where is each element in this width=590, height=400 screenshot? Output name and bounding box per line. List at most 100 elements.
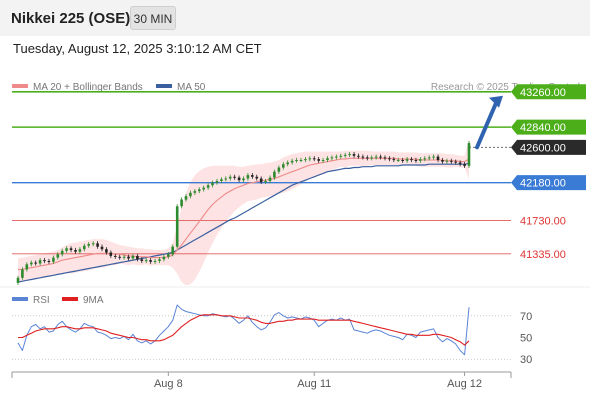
candle-body — [131, 255, 135, 259]
ma50-legend-label: MA 50 — [177, 82, 206, 93]
candle-body — [251, 175, 254, 177]
candle-body — [175, 206, 179, 247]
candle-body — [118, 256, 121, 258]
candle-body — [348, 154, 351, 156]
candle-body — [264, 181, 267, 182]
candle-body — [43, 260, 46, 262]
candle-body — [220, 179, 223, 181]
candle-body — [423, 158, 427, 160]
candle-body — [410, 159, 413, 161]
candle-body — [374, 156, 378, 158]
candle-body — [56, 254, 60, 258]
candle-body — [198, 189, 201, 192]
candle-body — [458, 162, 462, 165]
candle-body — [60, 250, 64, 255]
candle-body — [171, 246, 174, 255]
candle-body — [224, 178, 228, 180]
candle-body — [189, 192, 192, 197]
candle-body — [228, 176, 232, 179]
x-tick-label: Aug 8 — [154, 378, 183, 390]
candle-body — [268, 177, 272, 181]
rsi-tick-label: 50 — [520, 333, 532, 345]
rsi-legend-swatch — [12, 297, 28, 301]
credit-text: Research © 2025 Trading Central — [431, 82, 580, 93]
candle-body — [317, 159, 320, 161]
rsi_ma-legend-swatch — [62, 297, 78, 301]
candle-body — [304, 159, 307, 161]
ma50-legend-swatch — [156, 84, 172, 88]
candle-body — [441, 160, 444, 162]
candle-body — [87, 244, 90, 246]
candle-body — [16, 277, 20, 283]
candle-body — [308, 158, 312, 160]
current-price-tag-label: 42600.00 — [520, 142, 566, 154]
candle-body — [105, 249, 108, 253]
timestamp-label: Tuesday, August 12, 2025 3:10:12 AM CET — [13, 41, 262, 56]
rsi-ma-line — [18, 314, 470, 346]
candles — [16, 141, 471, 285]
candle-body — [343, 154, 347, 156]
support-label: 41335.00 — [520, 249, 566, 261]
candle-body — [277, 167, 281, 172]
candle-body — [78, 249, 82, 252]
candle-body — [140, 259, 144, 261]
candle-body — [419, 159, 422, 161]
candle-body — [401, 160, 404, 161]
candle-body — [335, 156, 338, 158]
candle-body — [38, 260, 42, 264]
rsi_ma-legend-label: 9MA — [83, 295, 104, 306]
candle-body — [215, 181, 219, 183]
candle-body — [52, 257, 55, 262]
candle-body — [454, 161, 457, 163]
candle-body — [193, 191, 197, 193]
ma50-line — [17, 162, 470, 283]
resistance-tag-label: 42840.00 — [520, 122, 566, 134]
candle-body — [206, 185, 210, 188]
candle-body — [450, 160, 453, 162]
candle-body — [47, 261, 51, 262]
candle-body — [149, 260, 152, 262]
support-label: 41730.00 — [520, 216, 566, 228]
candle-body — [295, 160, 298, 161]
candle-body — [167, 254, 170, 257]
candle-body — [96, 243, 99, 247]
candle-body — [312, 158, 316, 160]
rsi-line — [17, 304, 470, 356]
candle-body — [114, 255, 117, 257]
candle-body — [34, 262, 37, 264]
timeframe-button[interactable]: 30 MIN — [130, 6, 176, 30]
candle-body — [330, 157, 334, 159]
candle-body — [467, 143, 471, 166]
candle-body — [25, 264, 29, 270]
candle-body — [392, 159, 396, 161]
candle-body — [233, 176, 236, 178]
candle-body — [396, 160, 400, 161]
price-legend: MA 20 + Bollinger Bands MA 50 — [12, 82, 206, 93]
candle-body — [357, 155, 360, 157]
candle-body — [74, 250, 77, 252]
resistance-tag-label: 43260.00 — [520, 87, 566, 99]
ma20-legend-label: MA 20 + Bollinger Bands — [33, 82, 143, 93]
candle-body — [100, 246, 104, 250]
instrument-title: Nikkei 225 (OSE) — [11, 10, 131, 27]
candle-body — [259, 178, 263, 182]
bollinger-band — [18, 138, 469, 286]
candle-body — [282, 164, 285, 168]
ma20-legend-swatch — [12, 84, 28, 88]
candle-body — [255, 176, 259, 179]
projection-arrow-shaft — [475, 98, 499, 150]
candle-body — [361, 156, 365, 158]
candle-body — [136, 255, 139, 260]
resistance-tag — [511, 84, 586, 100]
pivot-tag-label: 42180.00 — [520, 178, 566, 190]
candle-body — [432, 156, 435, 158]
candle-body — [237, 177, 241, 181]
candle-body — [202, 187, 205, 190]
candle-body — [144, 260, 148, 262]
candle-body — [321, 160, 325, 161]
candle-body — [30, 262, 33, 265]
candle-body — [370, 157, 373, 159]
candle-body — [162, 256, 166, 260]
candle-body — [273, 171, 276, 178]
